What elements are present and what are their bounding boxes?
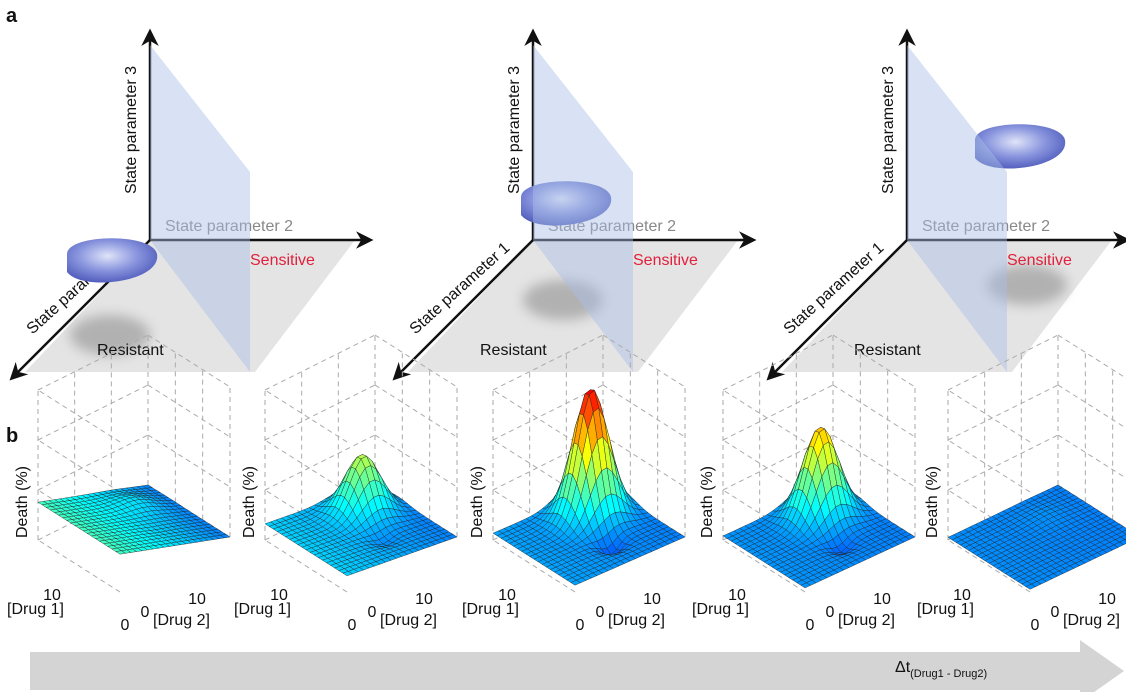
y-tick: 10 [873,591,891,608]
grid-line [38,540,120,592]
axis-3-label: State parameter 3 [880,66,897,194]
grid-line [1058,335,1126,387]
x-tick: 0 [121,617,130,634]
grid-line [265,335,375,390]
sensitive-label: Sensitive [633,252,698,269]
x-tick: 0 [1031,617,1040,634]
y-label: [Drug 2] [838,612,895,629]
x-label: [Drug 1] [692,601,749,618]
resistant-label: Resistant [480,342,547,359]
y-tick: 10 [415,591,433,608]
y-tick: 0 [368,604,377,621]
grid-line [948,385,1058,440]
x-tick: 0 [576,617,585,634]
delta-t: Δt [895,659,911,676]
y-tick: 0 [1051,604,1060,621]
grid-line [265,385,375,440]
axis-3-label: State parameter 3 [506,66,523,194]
z-label: Death (%) [924,466,941,538]
grid-line [148,435,230,487]
grid-line [375,435,457,487]
y-label: [Drug 2] [608,612,665,629]
surface-plot: Death (%)100[Drug 1]010[Drug 2] [692,335,915,634]
delta-t-subscript: (Drug1 - Drug2) [910,668,987,680]
y-label: [Drug 2] [153,612,210,629]
y-label: [Drug 2] [1063,612,1120,629]
grid-line [38,385,148,440]
x-tick: 0 [348,617,357,634]
sensitive-label: Sensitive [250,252,315,269]
x-label: [Drug 1] [7,601,64,618]
panel-label: b [6,425,18,447]
x-tick: 0 [806,617,815,634]
grid-line [603,385,685,437]
grid-line [833,385,915,437]
sensitive-label: Sensitive [1007,252,1072,269]
resistant-label: Resistant [97,342,164,359]
y-tick: 10 [188,591,206,608]
grid-line [1058,385,1126,437]
x-label: [Drug 1] [917,601,974,618]
z-label: Death (%) [699,466,716,538]
z-label: Death (%) [241,466,258,538]
grid-line [948,435,1058,490]
grid-line [1058,435,1126,487]
figure: a b Δt(Drug1 - Drug2) State parameter 3S… [0,0,1126,692]
y-tick: 10 [1098,591,1116,608]
surface-plot: Death (%)100[Drug 1]010[Drug 2] [7,335,230,634]
y-tick: 0 [826,604,835,621]
grid-line [375,385,457,437]
surface-plot: Death (%)100[Drug 1]010[Drug 2] [462,335,685,634]
panel-label: a [6,5,18,27]
y-tick: 0 [141,604,150,621]
x-label: [Drug 1] [462,601,519,618]
grid-line [148,385,230,437]
axis-3-label: State parameter 3 [123,66,140,194]
z-label: Death (%) [14,466,31,538]
grid-line [38,435,148,490]
x-label: [Drug 1] [234,601,291,618]
z-label: Death (%) [469,466,486,538]
resistant-label: Resistant [854,342,921,359]
surface-plot: Death (%)100[Drug 1]010[Drug 2] [917,335,1126,634]
y-tick: 0 [596,604,605,621]
time-arrow [30,640,1124,692]
y-tick: 10 [643,591,661,608]
y-label: [Drug 2] [380,612,437,629]
surface-plot: Death (%)100[Drug 1]010[Drug 2] [234,335,457,634]
